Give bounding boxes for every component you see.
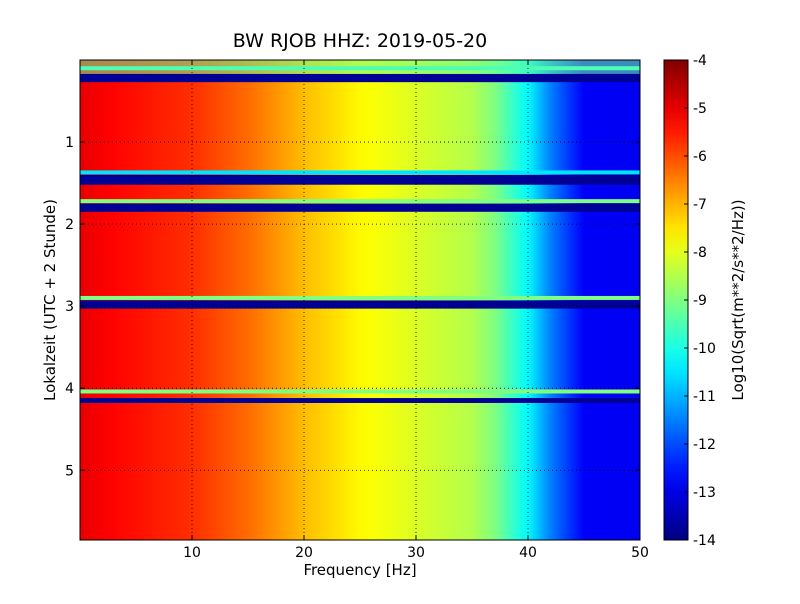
colorbar-tick-label--11: -11 [693,389,716,405]
edge-line-4 [80,295,640,300]
y-tick-label-2: 2 [65,217,74,233]
gap-band-3 [80,203,640,212]
colorbar-tick-label--7: -7 [693,197,707,213]
colorbar-tick-label--5: -5 [693,101,707,117]
edge-line-2 [80,170,640,175]
x-tick-label-20: 20 [295,545,313,561]
colorbar-tick-label--6: -6 [693,149,707,165]
gap-band-1 [80,73,640,83]
edge-line-3 [80,199,640,204]
x-tick-label-50: 50 [631,545,649,561]
gap-band-5 [80,398,640,403]
colorbar-tick-label--9: -9 [693,293,707,309]
gap-band-2 [80,174,640,185]
y-tick-label-3: 3 [65,299,74,315]
colorbar-tick-label--14: -14 [693,533,716,549]
x-axis-label: Frequency [Hz] [303,561,417,579]
y-axis-label: Lokalzeit (UTC + 2 Stunde) [41,199,59,401]
edge-line-5 [80,389,640,394]
colorbar-tick-label--13: -13 [693,485,716,501]
y-tick-label-4: 4 [65,381,74,397]
colorbar-tick-label--8: -8 [693,245,707,261]
colorbar-tick-label--4: -4 [693,53,707,69]
x-tick-label-30: 30 [407,545,425,561]
y-tick-label-5: 5 [65,463,74,479]
gap-band-4 [80,300,640,309]
colorbar-label: Log10(Sqrt(m**2/s**2/Hz)) [729,199,747,401]
spectrum-field [80,60,640,540]
spectrogram-image [80,60,640,540]
plot-frame [79,59,641,541]
chart-title: BW RJOB HHZ: 2019-05-20 [232,30,488,52]
y-tick-label-1: 1 [65,135,74,151]
colorbar-tick-label--10: -10 [693,341,716,357]
edge-line-1 [80,66,640,71]
x-tick-label-40: 40 [519,545,537,561]
x-tick-label-10: 10 [183,545,201,561]
colorbar-tick-label--12: -12 [693,437,716,453]
